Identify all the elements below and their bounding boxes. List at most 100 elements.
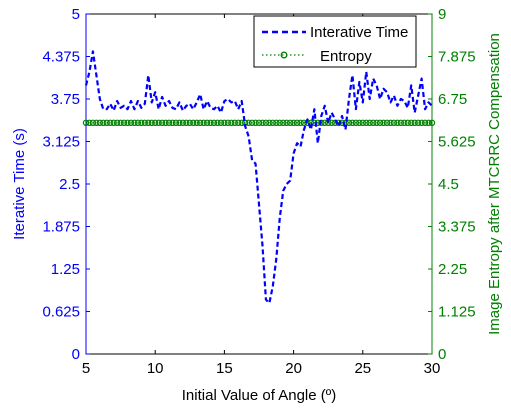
left-y-tick-label: 5 — [72, 6, 80, 23]
entropy-point — [138, 119, 145, 127]
entropy-point — [107, 119, 114, 127]
left-y-tick-label: 4.375 — [42, 49, 80, 66]
right-y-tick-label: 9 — [438, 6, 446, 23]
entropy-point — [155, 119, 162, 127]
right-y-tick-label: 0 — [438, 346, 446, 363]
entropy-point — [103, 119, 110, 127]
entropy-point — [200, 119, 207, 127]
entropy-point — [228, 119, 235, 127]
right-axis-label: Image Entropy after MTCRRC Compensation — [486, 33, 503, 335]
entropy-point — [165, 119, 173, 127]
entropy-point — [276, 119, 283, 127]
entropy-point — [134, 119, 142, 127]
entropy-point — [100, 119, 107, 127]
entropy-point — [207, 119, 214, 127]
entropy-point — [269, 119, 277, 127]
entropy-point — [421, 119, 429, 127]
entropy-point — [86, 119, 93, 127]
entropy-point — [124, 119, 131, 127]
entropy-point — [145, 119, 152, 127]
entropy-point — [352, 119, 360, 127]
left-y-tick-label: 1.875 — [42, 219, 80, 236]
entropy-point — [428, 119, 436, 127]
entropy-point — [390, 119, 398, 127]
entropy-point — [311, 119, 318, 127]
entropy-point — [425, 119, 432, 127]
iterative-time-series-line — [84, 50, 433, 305]
entropy-point — [186, 119, 193, 127]
entropy-point — [293, 119, 301, 127]
legend-label-iterative: Interative Time — [310, 24, 408, 41]
right-y-tick-label: 7.875 — [438, 49, 476, 66]
entropy-point — [235, 119, 242, 127]
left-y-tick-label: 3.125 — [42, 134, 80, 151]
entropy-point — [248, 119, 256, 127]
entropy-point — [172, 119, 180, 127]
entropy-point — [196, 119, 204, 127]
entropy-point — [214, 119, 221, 127]
entropy-point — [366, 119, 373, 127]
entropy-point — [131, 119, 138, 127]
entropy-point — [387, 119, 394, 127]
entropy-point — [380, 119, 387, 127]
x-tick-label: 25 — [354, 360, 371, 377]
entropy-point — [273, 119, 280, 127]
entropy-point — [280, 119, 287, 127]
left-y-tick-label: 0.625 — [42, 304, 80, 321]
entropy-point — [297, 119, 304, 127]
legend-marker-entropy — [280, 51, 288, 59]
entropy-point — [117, 119, 124, 127]
entropy-point — [151, 119, 159, 127]
entropy-point — [363, 119, 370, 127]
entropy-point — [328, 119, 335, 127]
entropy-point — [369, 119, 377, 127]
left-y-tick-label: 3.75 — [51, 91, 80, 108]
entropy-point — [113, 119, 121, 127]
entropy-point — [203, 119, 211, 127]
entropy-point — [183, 119, 190, 127]
entropy-point — [158, 119, 166, 127]
plot-area — [85, 13, 433, 355]
series-group — [82, 50, 436, 305]
entropy-point — [193, 119, 200, 127]
entropy-point — [345, 119, 353, 127]
entropy-point — [383, 119, 391, 127]
right-y-tick-label: 6.75 — [438, 91, 467, 108]
entropy-point — [141, 119, 149, 127]
right-y-tick-label: 2.25 — [438, 261, 467, 278]
right-y-tick-label: 1.125 — [438, 304, 476, 321]
entropy-point — [210, 119, 218, 127]
entropy-point — [238, 119, 245, 127]
entropy-point — [401, 119, 408, 127]
right-y-tick-label: 5.625 — [438, 134, 476, 151]
entropy-point — [169, 119, 176, 127]
entropy-point — [376, 119, 384, 127]
ticks-group: 5 10 15 20 25 3000.6251.251.8752.53.1253.754.… — [42, 6, 475, 377]
right-y-tick-label: 3.375 — [438, 219, 476, 236]
x-tick-label: 30 — [424, 360, 441, 377]
entropy-point — [397, 119, 405, 127]
legend-box — [253, 15, 417, 68]
entropy-point — [176, 119, 183, 127]
entropy-point — [411, 119, 418, 127]
entropy-point — [414, 119, 422, 127]
entropy-point — [259, 119, 266, 127]
entropy-point — [349, 119, 356, 127]
entropy-point — [89, 119, 97, 127]
entropy-point — [408, 119, 415, 127]
entropy-point — [110, 119, 117, 127]
x-tick-label: 5 — [82, 360, 90, 377]
left-y-tick-label: 1.25 — [51, 261, 80, 278]
left-y-tick-label: 0 — [72, 346, 80, 363]
x-tick-label: 10 — [147, 360, 164, 377]
entropy-point — [224, 119, 232, 127]
entropy-point — [179, 119, 187, 127]
entropy-point — [93, 119, 100, 127]
entropy-point — [356, 119, 363, 127]
entropy-point — [290, 119, 297, 127]
entropy-point — [394, 119, 401, 127]
entropy-point — [255, 119, 263, 127]
entropy-point — [373, 119, 380, 127]
left-axis-label: Iterative Time (s) — [11, 128, 28, 240]
